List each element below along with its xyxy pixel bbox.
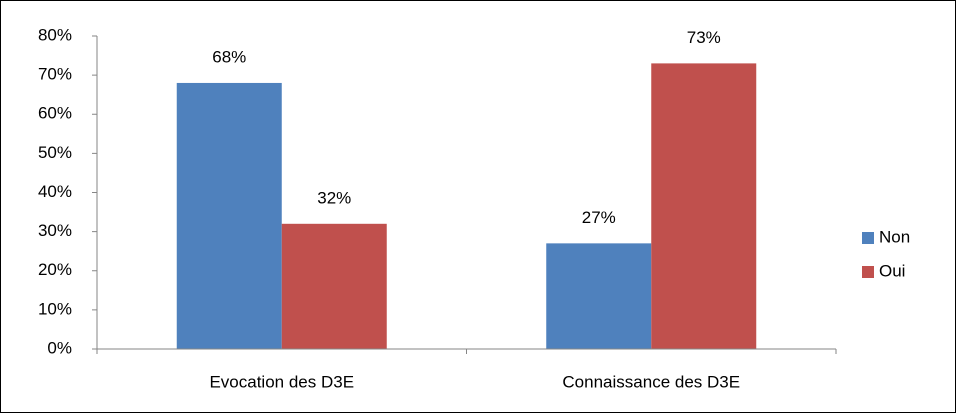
legend-swatch [862,232,874,244]
y-tick-label: 0% [47,338,72,357]
y-tick-label: 60% [38,104,72,123]
bar [176,82,282,349]
bar [281,223,387,349]
data-label: 68% [212,47,246,66]
y-tick-label: 30% [38,221,72,240]
data-label: 27% [582,208,616,227]
y-tick-label: 80% [38,25,72,44]
y-tick-label: 50% [38,143,72,162]
bar [651,63,757,349]
x-tick-label: Evocation des D3E [209,372,354,391]
x-tick-label: Connaissance des D3E [562,372,740,391]
y-tick-label: 70% [38,65,72,84]
y-tick-label: 40% [38,182,72,201]
legend-label: Non [879,227,910,246]
data-label: 73% [687,28,721,47]
legend-swatch [862,266,874,278]
bar [546,243,652,349]
data-label: 32% [317,188,351,207]
y-tick-label: 10% [38,299,72,318]
legend-label: Oui [879,261,905,280]
y-tick-label: 20% [38,260,72,279]
